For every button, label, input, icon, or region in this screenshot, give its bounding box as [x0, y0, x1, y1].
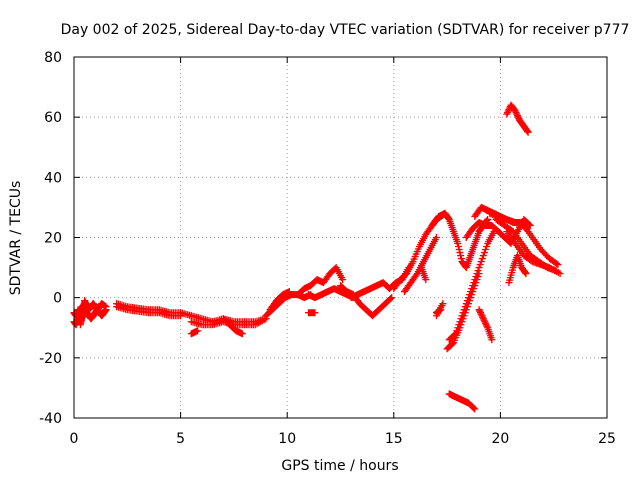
series-seg8 — [219, 315, 246, 338]
x-tick-label: 15 — [385, 431, 403, 447]
data-point-markers — [219, 315, 246, 338]
series-seg19 — [428, 209, 492, 272]
data-point-markers — [187, 327, 202, 338]
series-seg28 — [503, 101, 532, 136]
data-points — [70, 101, 564, 413]
data-point-markers — [347, 264, 413, 302]
y-tick-label: 20 — [44, 231, 62, 247]
data-point-markers — [400, 234, 440, 296]
series-seg31 — [475, 306, 496, 344]
y-tick-labels: -40 -20 0 20 40 60 80 — [39, 50, 62, 427]
data-point-markers — [505, 252, 530, 287]
series-seg17 — [390, 209, 449, 293]
series-seg15 — [305, 309, 319, 317]
x-tick-label: 0 — [70, 431, 79, 447]
x-axis-label: GPS time / hours — [281, 458, 398, 474]
x-tick-label: 10 — [278, 431, 296, 447]
y-tick-label: 40 — [44, 170, 62, 186]
series-seg32 — [445, 390, 479, 413]
series-seg9 — [187, 327, 202, 338]
axis-ticks — [73, 56, 608, 419]
data-point-markers — [445, 390, 479, 413]
series-seg5 — [113, 303, 185, 320]
series-seg14 — [337, 282, 396, 320]
series-seg27 — [505, 252, 530, 287]
x-tick-labels: 0 5 10 15 20 25 — [70, 431, 616, 447]
series-seg26 — [503, 227, 564, 278]
x-tick-label: 25 — [598, 431, 616, 447]
chart-title: Day 002 of 2025, Sidereal Day-to-day VTE… — [61, 22, 630, 38]
x-tick-label: 20 — [491, 431, 509, 447]
data-point-markers — [486, 209, 562, 269]
data-point-markers — [294, 264, 347, 299]
series-seg24 — [486, 209, 562, 269]
series-seg3 — [76, 297, 91, 329]
data-point-markers — [432, 306, 445, 317]
series-seg18 — [400, 234, 440, 296]
data-point-markers — [418, 264, 430, 284]
y-tick-label: -40 — [39, 411, 62, 427]
x-tick-label: 5 — [176, 431, 185, 447]
series-seg12 — [294, 264, 347, 299]
data-point-markers — [266, 288, 293, 314]
data-point-markers — [503, 101, 532, 136]
grid-lines — [74, 57, 607, 418]
data-point-markers — [503, 227, 564, 278]
y-axis-label: SDTVAR / TECUs — [8, 181, 24, 296]
series-seg11 — [266, 288, 293, 314]
data-point-markers — [445, 227, 498, 344]
y-tick-label: 60 — [44, 110, 62, 126]
data-point-markers — [305, 309, 319, 317]
y-tick-label: -20 — [39, 351, 62, 367]
series-seg30 — [432, 306, 445, 317]
series-seg16 — [347, 264, 413, 302]
y-tick-label: 0 — [53, 291, 62, 307]
data-point-markers — [428, 209, 492, 272]
data-point-markers — [390, 209, 449, 293]
series-seg21 — [445, 227, 498, 344]
data-point-markers — [475, 306, 496, 344]
data-point-markers — [337, 282, 396, 320]
series-seg33 — [418, 264, 430, 284]
data-point-markers — [113, 303, 185, 320]
plot-frame — [73, 56, 608, 419]
data-point-markers — [76, 297, 91, 329]
y-tick-label: 80 — [44, 50, 62, 66]
